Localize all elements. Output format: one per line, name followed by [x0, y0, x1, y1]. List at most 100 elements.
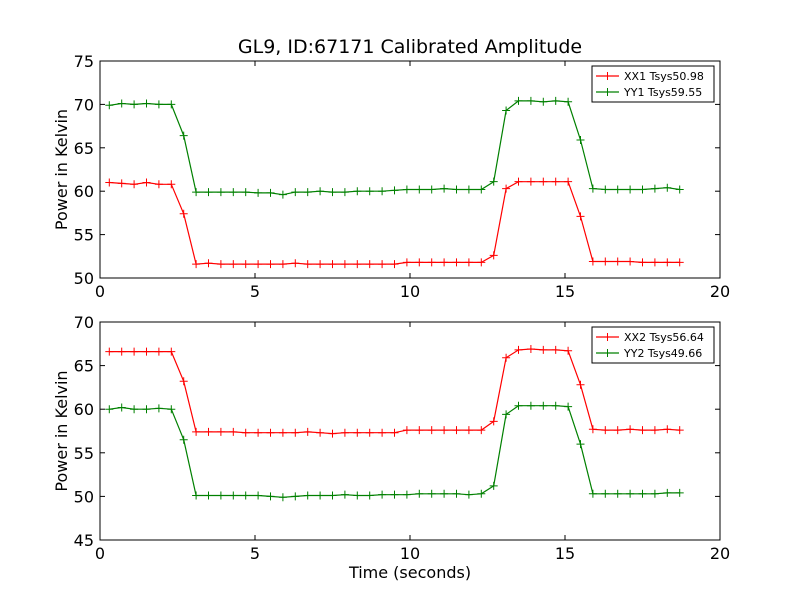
data-point	[192, 427, 201, 436]
data-point	[316, 187, 325, 196]
y-tick-label: 65	[74, 139, 94, 158]
data-point	[650, 489, 659, 498]
data-point	[241, 428, 250, 437]
data-point	[663, 258, 672, 267]
data-point	[452, 258, 461, 267]
x-tick-label: 5	[250, 282, 260, 301]
data-point	[291, 188, 300, 197]
data-point	[340, 188, 349, 197]
data-point	[105, 178, 114, 187]
data-point	[489, 417, 498, 426]
data-point	[415, 185, 424, 194]
data-point	[539, 345, 548, 354]
data-point	[303, 188, 312, 197]
data-point	[303, 491, 312, 500]
data-point	[638, 489, 647, 498]
x-tick-label: 5	[250, 544, 260, 563]
data-point	[539, 177, 548, 186]
data-point	[650, 426, 659, 435]
data-point	[390, 490, 399, 499]
data-point	[278, 428, 287, 437]
data-point	[452, 185, 461, 194]
data-point	[564, 402, 573, 411]
data-point	[130, 100, 139, 109]
data-point	[179, 435, 188, 444]
y-axis-label: Power in Kelvin	[52, 370, 71, 491]
y-tick-label: 45	[74, 531, 94, 550]
data-point	[105, 101, 114, 110]
data-point	[241, 260, 250, 269]
data-point	[130, 347, 139, 356]
data-point	[278, 260, 287, 269]
data-point	[117, 99, 126, 108]
data-point	[154, 100, 163, 109]
data-point	[365, 428, 374, 437]
data-point	[427, 185, 436, 194]
data-point	[192, 260, 201, 269]
data-point	[216, 260, 225, 269]
data-point	[179, 209, 188, 218]
data-point	[278, 493, 287, 502]
data-point	[167, 405, 176, 414]
data-point	[266, 428, 275, 437]
series-yy1	[105, 96, 684, 199]
data-point	[340, 428, 349, 437]
chart-title: GL9, ID:67171 Calibrated Amplitude	[238, 36, 582, 58]
data-point	[328, 188, 337, 197]
data-point	[440, 258, 449, 267]
data-point	[204, 491, 213, 500]
series-xx1	[105, 177, 684, 269]
data-point	[502, 184, 511, 193]
x-tick-label: 10	[400, 282, 420, 301]
data-point	[464, 185, 473, 194]
data-point	[192, 491, 201, 500]
data-point	[613, 426, 622, 435]
data-point	[216, 427, 225, 436]
data-point	[378, 428, 387, 437]
data-point	[278, 190, 287, 199]
data-point	[291, 259, 300, 268]
data-point	[427, 489, 436, 498]
legend: XX1 Tsys50.98 YY1 Tsys59.55	[591, 65, 715, 103]
data-point	[142, 347, 151, 356]
data-point	[254, 491, 263, 500]
data-point	[378, 187, 387, 196]
legend-label: XX2 Tsys56.64	[624, 331, 704, 344]
x-tick-label: 15	[555, 282, 575, 301]
data-point	[601, 257, 610, 266]
data-point	[613, 489, 622, 498]
data-point	[489, 481, 498, 490]
data-point	[588, 257, 597, 266]
legend-box	[591, 65, 715, 103]
data-point	[539, 401, 548, 410]
data-point	[204, 259, 213, 268]
x-tick-label: 10	[400, 544, 420, 563]
data-point	[663, 183, 672, 192]
data-point	[675, 258, 684, 267]
data-point	[316, 260, 325, 269]
data-point	[291, 428, 300, 437]
x-tick-label: 20	[710, 544, 730, 563]
y-tick-label: 60	[74, 400, 94, 419]
data-point	[378, 490, 387, 499]
y-tick-label: 70	[74, 313, 94, 332]
data-point	[204, 188, 213, 197]
data-point	[415, 426, 424, 435]
data-point	[650, 184, 659, 193]
data-point	[291, 492, 300, 501]
data-point	[415, 258, 424, 267]
legend-marker	[603, 333, 612, 341]
data-point	[390, 260, 399, 269]
data-point	[452, 489, 461, 498]
data-point	[229, 188, 238, 197]
data-point	[551, 96, 560, 105]
data-point	[588, 489, 597, 498]
data-point	[328, 491, 337, 500]
legend-marker	[603, 72, 612, 80]
x-tick-label: 0	[95, 544, 105, 563]
data-point	[526, 345, 535, 354]
data-point	[675, 185, 684, 194]
data-point	[514, 345, 523, 354]
data-point	[551, 401, 560, 410]
data-point	[179, 377, 188, 386]
